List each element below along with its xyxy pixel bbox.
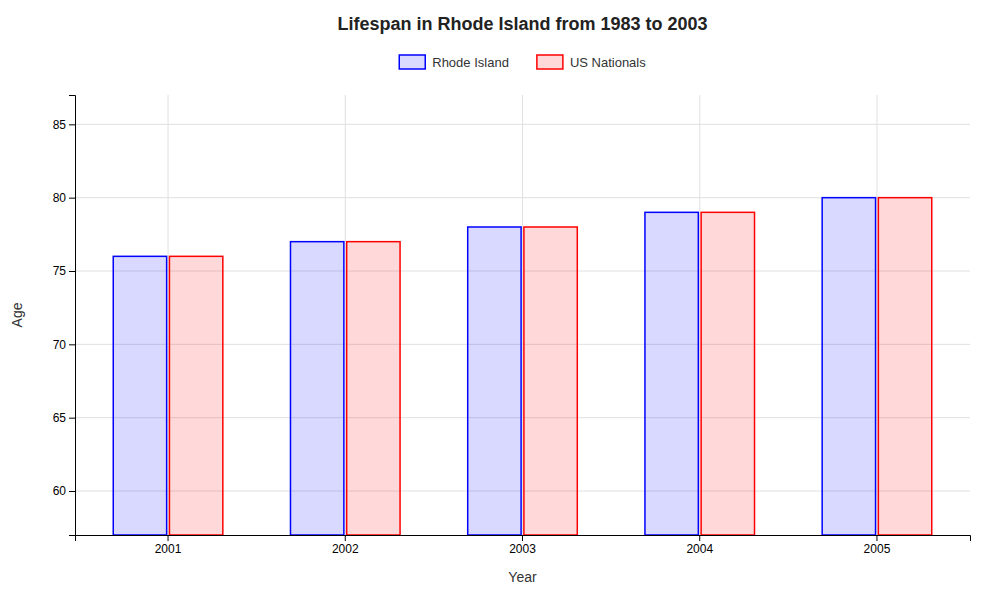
tick-label: 2005 xyxy=(864,542,891,556)
legend-swatch xyxy=(537,55,563,69)
bar xyxy=(468,227,521,535)
tick: 75 xyxy=(53,264,75,278)
tick: 2004 xyxy=(686,535,713,556)
tick-label: 2001 xyxy=(155,542,182,556)
tick-label: 85 xyxy=(53,118,67,132)
tick: 2002 xyxy=(332,535,359,556)
bar xyxy=(701,212,754,535)
chart-container: 2001 2002 2003 2004 2005 60 65 70 75 80 85 Year Age L… xyxy=(0,0,1000,600)
x-axis-title: Year xyxy=(508,569,537,585)
tick-mark xyxy=(168,535,169,541)
bar xyxy=(822,198,875,535)
tick-label: 60 xyxy=(53,484,67,498)
tick-mark xyxy=(699,535,700,541)
tick-label: 75 xyxy=(53,264,67,278)
tick-mark xyxy=(522,535,523,541)
tick-mark xyxy=(69,198,75,199)
grid xyxy=(75,95,970,535)
tick: 2003 xyxy=(509,535,536,556)
tick-label: 2003 xyxy=(509,542,536,556)
chart: 2001 2002 2003 2004 2005 60 65 70 75 80 85 Year Age L… xyxy=(0,0,1000,600)
tick: 70 xyxy=(53,338,75,352)
tick-label: 2004 xyxy=(686,542,713,556)
tick-mark xyxy=(69,491,75,492)
grid-line-x xyxy=(522,95,523,535)
axis-line xyxy=(76,536,971,542)
tick: 60 xyxy=(53,484,75,498)
tick-mark xyxy=(876,535,877,541)
tick-mark xyxy=(69,271,75,272)
legend-label: US Nationals xyxy=(570,55,646,70)
axis-line xyxy=(69,96,76,536)
bar xyxy=(645,212,698,535)
grid-line-x xyxy=(345,95,346,535)
plot-area: 2001 2002 2003 2004 2005 60 65 70 75 80 85 xyxy=(53,95,971,556)
grid-line-x xyxy=(699,95,700,535)
legend-swatch xyxy=(399,55,425,69)
legend-item: US Nationals xyxy=(537,55,646,70)
tick: 2001 xyxy=(155,535,182,556)
tick-mark xyxy=(69,124,75,125)
y-axis-title: Age xyxy=(9,302,25,327)
legend-label: Rhode Island xyxy=(432,55,509,70)
tick: 65 xyxy=(53,411,75,425)
grid-line-x xyxy=(876,95,877,535)
tick: 85 xyxy=(53,118,75,132)
tick-label: 70 xyxy=(53,338,67,352)
tick: 80 xyxy=(53,191,75,205)
tick-label: 2002 xyxy=(332,542,359,556)
legend-item: Rhode Island xyxy=(399,55,509,70)
tick-label: 65 xyxy=(53,411,67,425)
tick-mark xyxy=(69,344,75,345)
bar xyxy=(524,227,577,535)
bar xyxy=(169,256,222,535)
tick-label: 80 xyxy=(53,191,67,205)
tick-mark xyxy=(69,418,75,419)
y-axis: 60 65 70 75 80 85 xyxy=(53,96,76,536)
x-axis: 2001 2002 2003 2004 2005 xyxy=(76,535,971,556)
bar xyxy=(878,198,931,535)
tick-mark xyxy=(345,535,346,541)
tick: 2005 xyxy=(864,535,891,556)
bar xyxy=(347,242,400,535)
grid-line-x xyxy=(168,95,169,535)
bar xyxy=(113,256,166,535)
legend: Rhode Island US Nationals xyxy=(399,55,646,70)
bar xyxy=(290,242,343,535)
title: Lifespan in Rhode Island from 1983 to 20… xyxy=(337,14,707,34)
bars xyxy=(113,198,931,535)
